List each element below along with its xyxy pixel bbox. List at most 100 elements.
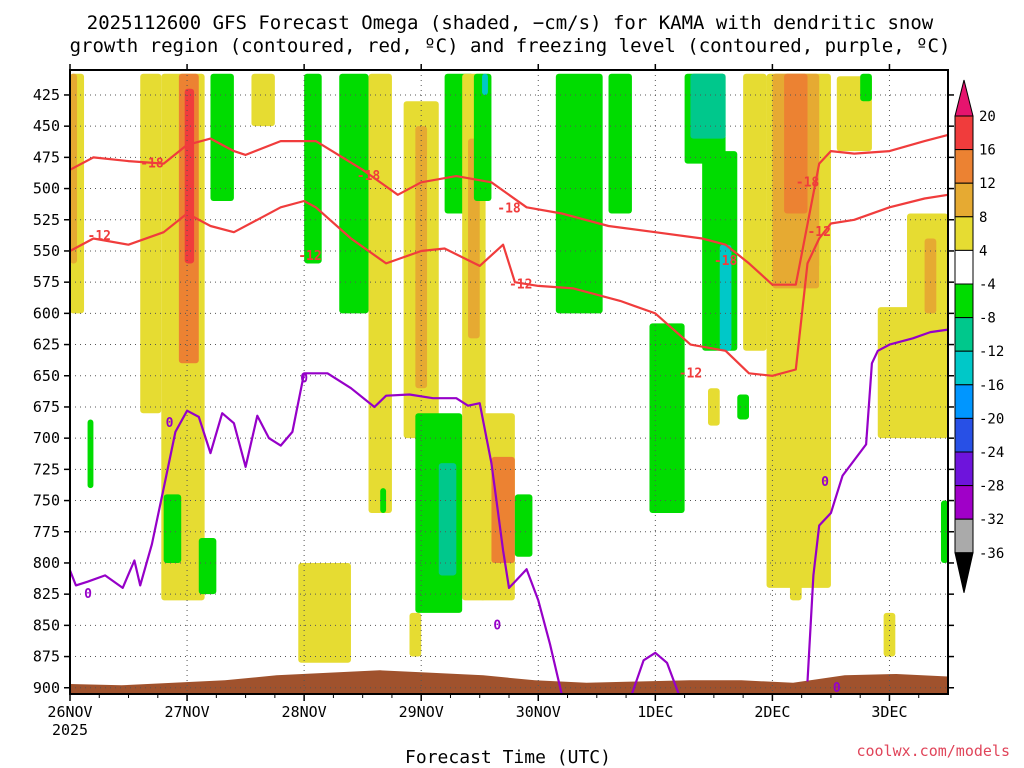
omega-cell-51 xyxy=(514,494,533,557)
contour-label-2: -18 xyxy=(357,169,381,184)
y-tick-label-500: 500 xyxy=(33,180,60,198)
colorbar-bin-10 xyxy=(954,451,974,487)
x-tick-label-26NOV: 26NOV xyxy=(47,703,92,721)
contour-label-1: -12 xyxy=(88,229,111,244)
omega-cell-25 xyxy=(555,73,603,314)
y-tick-label-675: 675 xyxy=(33,398,60,416)
colorbar-tick-2: 12 xyxy=(979,176,996,192)
y-tick-label-425: 425 xyxy=(33,86,60,104)
omega-cell-12 xyxy=(415,126,428,389)
y-tick-label-600: 600 xyxy=(33,304,60,322)
x-tick-label-3DEC: 3DEC xyxy=(871,703,907,721)
y-tick-label-775: 775 xyxy=(33,523,60,541)
colorbar-bin-2 xyxy=(954,182,974,218)
omega-cell-46 xyxy=(883,612,896,657)
y-tick-label-750: 750 xyxy=(33,492,60,510)
y-tick-label-575: 575 xyxy=(33,273,60,291)
omega-cell-29 xyxy=(690,73,726,139)
colorbar-tick-7: -12 xyxy=(979,344,1004,360)
omega-cell-5 xyxy=(184,88,195,264)
omega-cell-50 xyxy=(380,488,387,514)
y-tick-label-650: 650 xyxy=(33,367,60,385)
contour-label-3: -12 xyxy=(298,249,321,264)
x-tick-label-2DEC: 2DEC xyxy=(754,703,790,721)
omega-cell-21 xyxy=(491,456,515,563)
chart-title-line-2: growth region (contoured, red, ºC) and f… xyxy=(70,35,951,57)
omega-cell-47 xyxy=(87,419,94,489)
freezing-contour-0-right xyxy=(806,328,949,682)
omega-cell-19 xyxy=(438,463,457,576)
freezing-level-contours xyxy=(68,328,949,695)
contour-label-11: 0 xyxy=(166,416,174,431)
x-tick-label-1DEC: 1DEC xyxy=(637,703,673,721)
omega-cell-45 xyxy=(789,550,802,601)
contour-label-13: 0 xyxy=(493,618,501,633)
x-tick-label-27NOV: 27NOV xyxy=(164,703,209,721)
colorbar-tick-13: -36 xyxy=(979,546,1004,562)
omega-cell-9 xyxy=(339,73,369,314)
omega-cell-7 xyxy=(251,73,275,127)
omega-cell-27 xyxy=(649,323,685,514)
contour-label-5: -12 xyxy=(509,278,532,293)
y-tick-label-700: 700 xyxy=(33,429,60,447)
y-tick-label-725: 725 xyxy=(33,460,60,478)
x-axis-label: Forecast Time (UTC) xyxy=(405,747,611,768)
colorbar-tick-4: 4 xyxy=(979,243,987,259)
y-tick-label-875: 875 xyxy=(33,648,60,666)
contour-label-7: -12 xyxy=(679,366,702,381)
omega-cell-34 xyxy=(743,73,767,351)
y-tick-label-900: 900 xyxy=(33,679,60,697)
colorbar-tick-3: 8 xyxy=(979,210,987,226)
omega-cell-42 xyxy=(924,238,937,314)
omega-cell-23 xyxy=(304,612,340,657)
x-tick-label-29NOV: 29NOV xyxy=(399,703,444,721)
colorbar-bin-12 xyxy=(954,518,974,554)
y-tick-label-625: 625 xyxy=(33,336,60,354)
x-tick-label-30NOV: 30NOV xyxy=(516,703,561,721)
omega-cell-26 xyxy=(608,73,632,214)
grid-lines xyxy=(70,70,948,694)
colorbar-tick-8: -16 xyxy=(979,378,1004,394)
omega-cell-48 xyxy=(163,494,182,563)
x-axis: 26NOV 27NOV 28NOV 29NOV 30NOV 1DEC 2DEC 3DEC 202… xyxy=(47,64,920,739)
terrain-area xyxy=(70,670,948,694)
colorbar-bin-0 xyxy=(954,115,974,151)
colorbar-bin-9 xyxy=(954,417,974,453)
y-tick-label-550: 550 xyxy=(33,242,60,260)
chart-title-line-1: 2025112600 GFS Forecast Omega (shaded, −… xyxy=(87,12,934,34)
colorbar-tick-1: 16 xyxy=(979,143,996,159)
omega-cell-32 xyxy=(737,394,749,420)
omega-shading xyxy=(70,73,948,663)
colorbar-bin-7 xyxy=(954,350,974,386)
y-tick-label-850: 850 xyxy=(33,616,60,634)
colorbar: 20 16 12 8 4 -4 -8 -12 -16 -20 -24 -28 -32 -36 xyxy=(954,79,1004,593)
terrain-fill xyxy=(70,670,948,694)
dgz-contour-minus18 xyxy=(69,133,949,286)
contour-label-15: 0 xyxy=(833,681,841,696)
colorbar-bin-11 xyxy=(954,485,974,520)
colorbar-tick-5: -4 xyxy=(979,277,996,293)
omega-cell-49 xyxy=(198,538,217,595)
freezing-contour-0-loop xyxy=(630,651,680,695)
y-tick-label-800: 800 xyxy=(33,554,60,572)
colorbar-top-cap xyxy=(954,79,974,117)
contour-label-0: -18 xyxy=(140,157,164,172)
omega-cell-37 xyxy=(784,73,808,214)
colorbar-tick-12: -32 xyxy=(979,512,1004,528)
freezing-contour-0-main xyxy=(68,372,563,695)
contour-label-9: -12 xyxy=(807,225,830,240)
y-tick-label-525: 525 xyxy=(33,211,60,229)
credit-text: coolwx.com/models xyxy=(856,742,1010,760)
omega-cell-2 xyxy=(140,73,162,414)
dgz-contours xyxy=(69,133,949,377)
omega-cell-38 xyxy=(819,263,831,514)
omega-cell-17 xyxy=(482,73,488,95)
y-tick-label-475: 475 xyxy=(33,148,60,166)
contour-label-10: 0 xyxy=(84,587,92,602)
contour-label-14: 0 xyxy=(821,475,829,490)
colorbar-bottom-cap xyxy=(954,552,974,593)
omega-cell-24 xyxy=(409,612,422,657)
colorbar-tick-10: -24 xyxy=(979,445,1004,461)
omega-cell-44 xyxy=(940,500,948,563)
